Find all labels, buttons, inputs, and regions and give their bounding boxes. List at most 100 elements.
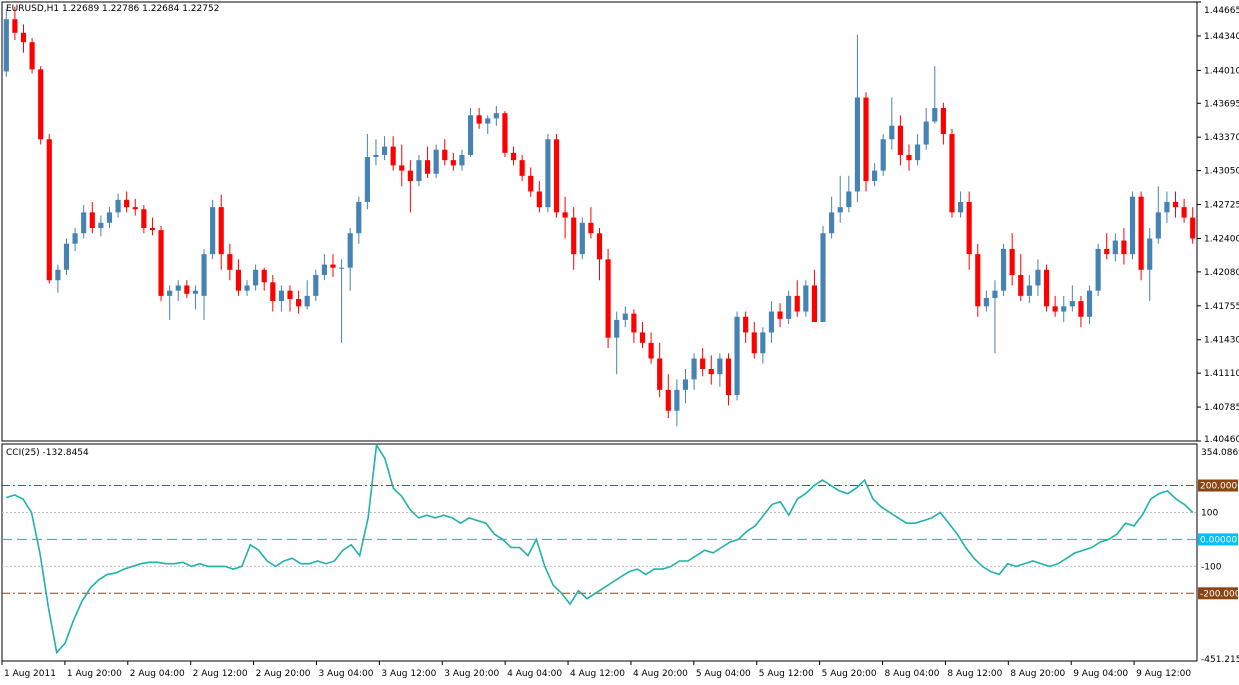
candle-body (820, 233, 826, 322)
candle-body (992, 290, 998, 298)
candle-body (1181, 207, 1187, 218)
candle-body (1043, 269, 1050, 307)
candle-body (700, 358, 706, 369)
candle-body (665, 389, 671, 411)
candle-body (218, 207, 224, 255)
candle-body (502, 113, 508, 153)
candle-body (811, 285, 818, 322)
indicator-panel-frame (1, 443, 1198, 662)
candle-body (184, 285, 190, 294)
candle-body (562, 212, 568, 218)
price-tick-label: 1.41755 (1204, 302, 1239, 312)
price-tick-label: 1.43695 (1204, 99, 1239, 109)
candle-body (167, 290, 173, 296)
candle-body (106, 212, 113, 223)
candle-body (1121, 240, 1127, 255)
time-tick-label: 8 Aug 20:00 (1010, 669, 1065, 679)
candle-body (1018, 275, 1024, 296)
cci-line (5, 442, 1194, 655)
candle-body (691, 358, 697, 380)
candle-body (777, 311, 783, 319)
candle-body (648, 342, 654, 359)
candle-body (1172, 201, 1179, 208)
candle-body (192, 290, 199, 294)
candle-body (1112, 240, 1118, 255)
time-tick-label: 5 Aug 04:00 (696, 669, 751, 679)
candle-body (313, 275, 319, 296)
candle-body (373, 154, 379, 158)
time-tick-label: 4 Aug 20:00 (633, 669, 688, 679)
candle-body (330, 264, 336, 268)
candle-body (1052, 306, 1058, 312)
cci-level-label: 200.0000 (1200, 482, 1239, 492)
price-tick-label: 1.43050 (1204, 167, 1239, 177)
candle-body (674, 389, 680, 411)
time-tick-label: 1 Aug 20:00 (67, 669, 122, 679)
candle-body (1095, 248, 1101, 291)
candle-body (304, 295, 310, 307)
time-tick-label: 3 Aug 12:00 (381, 669, 436, 679)
candle-body (356, 201, 362, 234)
candle-body (20, 32, 27, 43)
cci-level-box (1198, 533, 1238, 546)
candle-body (734, 316, 740, 396)
candle-body (519, 160, 525, 176)
candle-body (622, 313, 628, 320)
candle-body (3, 19, 9, 72)
candle-body (12, 19, 18, 33)
candle-body (768, 311, 775, 333)
candle-body (906, 154, 912, 161)
candle-body (751, 332, 757, 354)
candle-body (1138, 196, 1144, 270)
candle-body (132, 207, 138, 210)
candle-body (657, 358, 663, 390)
candle-body (287, 290, 293, 300)
time-tick-label: 3 Aug 20:00 (444, 669, 499, 679)
time-tick-label: 2 Aug 12:00 (193, 669, 248, 679)
candle-body (1000, 248, 1007, 291)
time-tick-label: 3 Aug 04:00 (318, 669, 373, 679)
candle-body (339, 267, 345, 269)
candle-body (579, 222, 585, 255)
candle-body (794, 295, 800, 312)
time-tick-label: 8 Aug 12:00 (947, 669, 1002, 679)
time-tick-label: 4 Aug 04:00 (507, 669, 562, 679)
candle-body (966, 201, 972, 255)
candle-body (485, 118, 491, 124)
time-tick-label: 2 Aug 04:00 (130, 669, 185, 679)
price-tick-label: 1.41430 (1204, 336, 1239, 346)
candle-body (536, 191, 542, 208)
candle-body (1155, 212, 1161, 239)
candle-body (55, 269, 61, 281)
candle-body (889, 125, 895, 140)
candle-body (932, 107, 938, 122)
candle-body (837, 207, 843, 213)
candle-body (98, 222, 104, 229)
price-axis: 1.44665 1.44340 1.44010 1.43695 1.43370 1.430… (1197, 1, 1239, 445)
candle-body (433, 149, 439, 174)
time-tick-label: 2 Aug 20:00 (256, 669, 311, 679)
candle-body (1009, 248, 1015, 276)
cci-level-label: -200.0000 (1200, 589, 1239, 599)
time-tick-label: 9 Aug 12:00 (1136, 669, 1191, 679)
candle-body (442, 149, 448, 161)
candle-body (1104, 248, 1110, 255)
candle-body (321, 264, 327, 276)
candle-body (149, 228, 156, 231)
candle-body (124, 199, 130, 208)
candle-body (846, 191, 852, 208)
candle-body (983, 297, 989, 307)
candle-body (760, 332, 766, 354)
candle-body (235, 269, 241, 291)
price-tick-label: 1.40785 (1204, 403, 1239, 413)
candle-body (296, 299, 302, 307)
candle-body (863, 97, 869, 182)
candle-body (614, 319, 620, 338)
cci-level-box (1198, 479, 1238, 492)
candle-body (115, 199, 121, 213)
candle-body (717, 358, 723, 375)
candle-body (897, 125, 903, 155)
